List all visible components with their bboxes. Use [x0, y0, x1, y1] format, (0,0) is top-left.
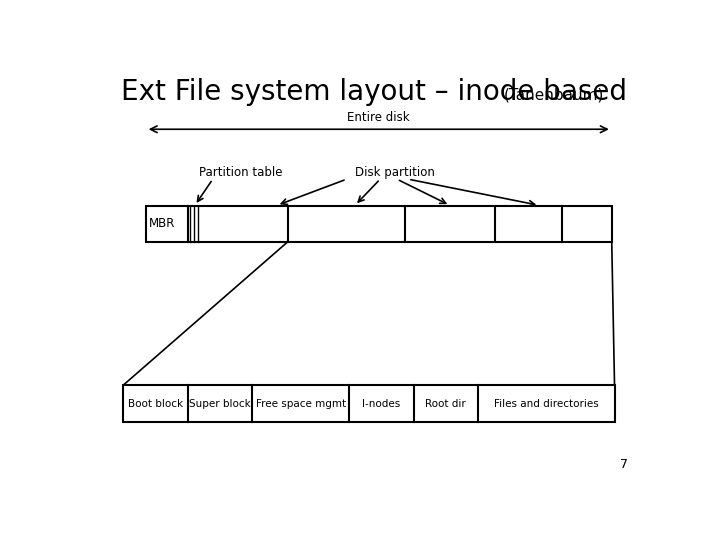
Text: Disk partition: Disk partition — [355, 166, 435, 179]
Text: Boot block: Boot block — [128, 399, 183, 409]
Text: I-nodes: I-nodes — [362, 399, 401, 409]
Text: (Tanenbaum): (Tanenbaum) — [504, 87, 604, 102]
Text: Files and directories: Files and directories — [494, 399, 598, 409]
Text: Entire disk: Entire disk — [348, 111, 410, 124]
Text: Partition table: Partition table — [199, 166, 282, 179]
Text: MBR: MBR — [149, 217, 176, 231]
Text: Root dir: Root dir — [426, 399, 466, 409]
Text: Super block: Super block — [189, 399, 251, 409]
Bar — [145, 206, 612, 241]
Text: 7: 7 — [621, 458, 629, 471]
Text: Free space mgmt: Free space mgmt — [256, 399, 346, 409]
Text: Ext File system layout – inode based: Ext File system layout – inode based — [121, 78, 626, 106]
Bar — [124, 385, 615, 422]
